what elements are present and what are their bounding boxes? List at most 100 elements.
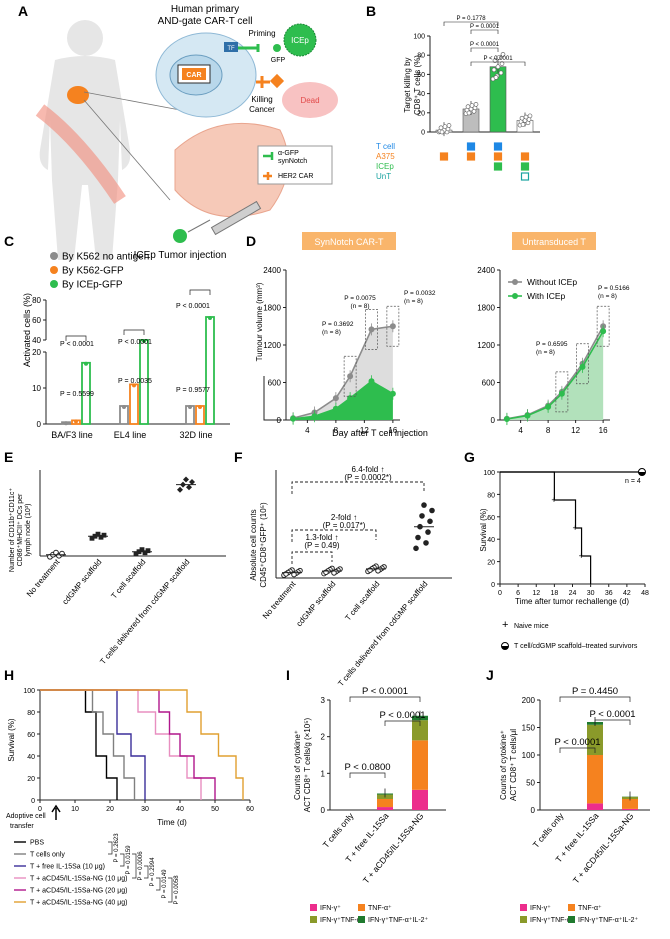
b-row-marker — [466, 152, 476, 161]
stack-ytick-label: 150 — [522, 724, 536, 733]
title-line-1: Human primary — [171, 4, 239, 15]
c-ytick-label: 20 — [32, 348, 41, 357]
d-ytick-label: 1800 — [477, 304, 495, 313]
panel-letter-h: H — [4, 667, 14, 683]
b-row-marker — [439, 152, 449, 161]
d-line-1 — [293, 380, 394, 420]
e-data-point — [59, 550, 65, 557]
e-data-point — [142, 550, 148, 556]
stack-pvalue: P < 0.0001 — [589, 709, 635, 720]
b-data-point — [466, 110, 472, 116]
stack-bracket — [349, 696, 421, 702]
stack-pvalue: P < 0.0001 — [362, 686, 408, 697]
g-legend-naive: Naive mice — [514, 623, 549, 630]
g-ytick-label: 100 — [483, 470, 495, 477]
car-gene — [182, 68, 206, 80]
h-pvalue-bracket — [108, 841, 113, 855]
e-data-point — [177, 486, 183, 493]
h-survival-line-4 — [40, 689, 216, 800]
stack-segment — [377, 799, 393, 808]
d-pvalue: (n = 8) — [351, 303, 370, 310]
f-category-label: T cells delivered from cdGMP scaffold — [336, 580, 429, 689]
b-row-marker — [520, 172, 530, 181]
d-legend-dot — [512, 279, 518, 285]
d-pvalue: P = 0.0075 — [344, 295, 376, 302]
d-pvalue: P = 0.5166 — [598, 285, 630, 292]
panel-letter-d: D — [246, 233, 256, 249]
cancer-label: Cancer — [249, 105, 275, 114]
c-ylabel: Activated cells (%) — [22, 293, 32, 367]
h-xtick-label: 40 — [176, 806, 184, 813]
d-dotted-box — [555, 371, 569, 413]
g-ytick-label: 0 — [491, 582, 495, 589]
d1-title: SynNotch CAR-T — [314, 237, 384, 247]
b-ylabel-line1: Target killing by — [403, 57, 412, 112]
f-pvalue-label: (P = 0.49) — [304, 541, 340, 550]
stack-ytick-label: 50 — [526, 779, 535, 788]
c-data-point — [198, 405, 202, 409]
h-legend-label: T cells only — [30, 852, 65, 859]
d-dotted-box — [576, 343, 589, 385]
stack-ytick-label: 200 — [522, 696, 536, 705]
e-data-point — [145, 548, 151, 554]
b-data-point — [496, 55, 502, 60]
d-pvalue: (n = 8) — [322, 329, 341, 336]
g-naive-line — [500, 471, 592, 584]
b-ytick-label: 0 — [421, 130, 425, 137]
h-survival-line-5 — [40, 689, 244, 800]
panel-j: J Counts of cytokine⁺ ACT CD8⁺ T cells/μ… — [486, 667, 650, 924]
b-row-marker — [520, 162, 530, 171]
b-pvalue: P = 0.0001 — [470, 24, 500, 30]
h-pvalue: P = 0.0058 — [174, 875, 180, 905]
d-xtick-label: 12 — [571, 426, 580, 435]
stack-ytick-label: 2 — [321, 733, 326, 742]
stack-legend-label: TNF-α⁺ — [578, 905, 602, 912]
stack-legend-label: IFN-γ⁺TNF-α⁺ — [530, 917, 575, 924]
b-data-point — [465, 104, 471, 109]
h-xtick-label: 20 — [106, 806, 114, 813]
h-pvalue: P = 0.2994 — [150, 857, 156, 887]
b-bracket — [470, 29, 499, 34]
g-survivors-marker-fill — [638, 472, 646, 476]
c-ytick-label: 80 — [32, 296, 41, 305]
h-pvalue-bracket — [132, 853, 137, 879]
panel-h: H Survival (%) Time (d) Adoptive cell tr… — [4, 667, 254, 907]
h-chart: 0 20 40 60 80 100 0 10 20 30 40 50 60 — [23, 688, 254, 813]
g-xtick-label: 24 — [569, 590, 577, 597]
d-pvalue: P = 0.0032 — [404, 290, 436, 297]
synnotch-legend-icon — [263, 152, 274, 160]
f-ylabel-line1: Absolute cell counts — [249, 509, 258, 580]
d-legend-label: Without ICEp — [527, 277, 577, 287]
c-pvalue: P = 0.0035 — [118, 378, 152, 385]
stack-segment — [587, 724, 603, 755]
c-bars — [61, 316, 215, 426]
b-ytick-label: 40 — [417, 91, 425, 98]
gfp-label: GFP — [271, 57, 286, 64]
e-data-point — [186, 484, 192, 491]
stack-ytick-label: 1 — [321, 769, 326, 778]
h-pvalue: P = 0.0159 — [126, 845, 132, 875]
h-pvalue-bracket — [168, 877, 173, 903]
stack-category-label: T + aCD45/IL-15Sa-NG — [361, 811, 426, 886]
g-xtick-label: 48 — [641, 590, 649, 597]
b-data-point — [473, 102, 479, 107]
c-data-point — [74, 419, 78, 424]
stack-segment — [412, 740, 428, 790]
panel-b: B Target killing by CD8⁺ T cells (%) 0 20… — [366, 3, 540, 181]
c-pvalue: P < 0.0001 — [118, 339, 152, 346]
h-survival-line-0 — [40, 689, 118, 800]
c-pvalues: P < 0.0001 P = 0.5599 P < 0.0001 P = 0.0035… — [60, 289, 211, 398]
her2-car-legend-icon — [263, 172, 272, 180]
stack-legend-label: TNF-α⁺ — [368, 905, 392, 912]
e-ylabel-line2: CD86⁺MHCII⁺ DCs per — [17, 493, 24, 566]
h-legend-label: T + aCD45/IL-15Sa-NG (10 μg) — [30, 876, 127, 883]
tf-box — [224, 42, 238, 52]
d-ytick-label: 2400 — [477, 266, 495, 275]
zoom-line — [83, 99, 171, 201]
f-data-point — [413, 545, 419, 552]
c-data-point — [122, 405, 126, 409]
f-pvalue-label: (P = 0.0002*) — [344, 473, 392, 482]
